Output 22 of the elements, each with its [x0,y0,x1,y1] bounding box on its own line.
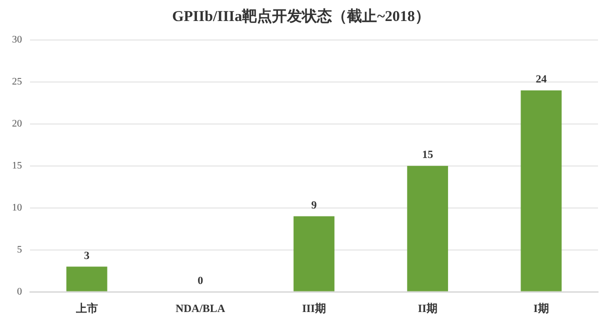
data-label: 15 [422,149,434,162]
y-tick-label: 15 [12,160,22,172]
y-tick-label: 10 [12,202,22,214]
bar [294,216,334,292]
bar [520,90,562,292]
x-tick-label: NDA/BLA [176,303,226,316]
data-label: 24 [536,74,548,86]
data-label: 9 [311,200,318,212]
chart-title: GPIIb/IIIa靶点开发状态（截止~2018） [172,8,430,25]
y-tick-label: 25 [12,76,22,88]
y-tick-label: 30 [12,34,22,46]
y-tick-label: 5 [17,244,22,256]
data-label: 3 [84,250,90,262]
data-label: 0 [198,275,204,288]
y-tick-label: 20 [12,118,22,130]
x-tick-label: II期 [418,302,438,316]
bar [66,266,108,292]
y-tick-label: 0 [17,286,22,298]
x-tick-label: I期 [534,302,549,316]
x-tick-label: 上市 [74,302,98,316]
bar [407,166,448,292]
x-tick-label: III期 [302,302,326,316]
